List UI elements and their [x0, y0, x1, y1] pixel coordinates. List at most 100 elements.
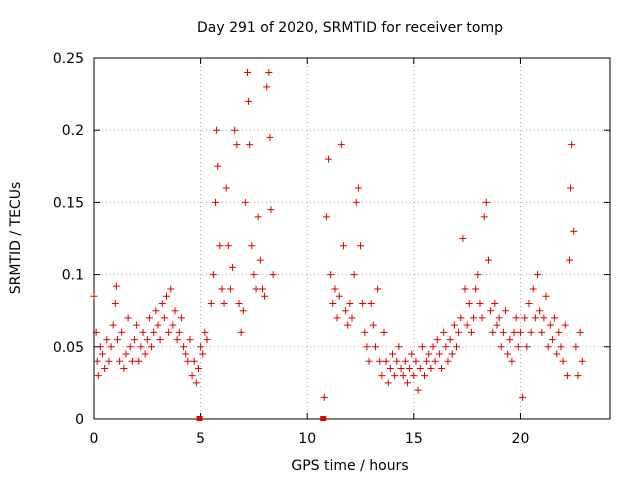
data-point: [380, 328, 388, 336]
data-point: [201, 328, 209, 336]
data-point: [403, 379, 411, 387]
data-point: [525, 299, 533, 307]
data-point: [450, 321, 458, 329]
data-point: [397, 364, 405, 372]
data-point: [357, 242, 365, 250]
data-point: [572, 343, 580, 351]
data-point: [459, 235, 467, 242]
data-point: [218, 285, 226, 293]
data-point: [534, 271, 542, 279]
data-point: [389, 350, 397, 358]
data-point: [536, 307, 544, 315]
x-tick-label: 15: [405, 431, 423, 447]
data-point: [105, 357, 113, 365]
data-point: [519, 393, 527, 401]
data-point: [540, 314, 548, 322]
data-point: [267, 206, 275, 214]
data-point: [92, 328, 100, 336]
data-point: [568, 141, 576, 149]
data-point: [523, 343, 531, 351]
data-point: [244, 68, 252, 76]
data-point: [420, 372, 428, 380]
data-point: [423, 357, 431, 365]
data-point: [548, 336, 556, 344]
data-point: [497, 343, 505, 351]
data-point: [197, 343, 205, 351]
data-point: [333, 314, 341, 322]
data-point: [516, 328, 524, 336]
y-tick-labels: 0 0.05 0.1 0.15 0.2 0.25: [53, 51, 84, 428]
data-point: [254, 213, 262, 221]
data-point: [128, 357, 136, 365]
data-point: [455, 328, 463, 336]
data-point: [116, 357, 124, 365]
plot-frame: [93, 57, 611, 420]
data-point: [261, 292, 269, 300]
data-point: [557, 343, 565, 351]
x-tick-label: 5: [196, 431, 205, 447]
data-point: [109, 321, 117, 329]
data-point: [252, 285, 260, 293]
data-point: [111, 299, 119, 307]
data-point: [248, 242, 256, 250]
axis-ticks: [93, 57, 610, 420]
data-point: [339, 242, 347, 250]
data-point: [120, 364, 128, 372]
data-point: [192, 379, 200, 387]
data-point: [143, 336, 151, 344]
x-axis-label: GPS time / hours: [291, 458, 408, 474]
data-point: [429, 343, 437, 351]
data-point: [576, 328, 584, 336]
data-point: [499, 328, 507, 336]
data-point: [224, 242, 232, 250]
data-point: [551, 314, 559, 322]
y-tick-label: 0.2: [62, 123, 84, 139]
data-point: [150, 328, 158, 336]
x-tick-label: 10: [298, 431, 316, 447]
data-point: [371, 343, 379, 351]
data-point: [167, 285, 175, 293]
data-point: [361, 328, 369, 336]
data-point: [510, 328, 518, 336]
data-point: [327, 271, 335, 279]
data-point: [467, 328, 475, 336]
data-point: [209, 271, 217, 279]
data-point: [493, 321, 501, 329]
data-point: [112, 282, 120, 290]
data-point: [448, 350, 456, 358]
data-point: [322, 213, 330, 221]
data-point: [241, 198, 249, 206]
data-point: [139, 328, 147, 336]
data-point: [570, 227, 578, 235]
data-point: [484, 256, 492, 264]
data-point: [320, 393, 328, 401]
data-point: [574, 372, 582, 380]
data-point: [559, 357, 567, 365]
data-point: [90, 292, 98, 300]
data-point: [96, 343, 104, 351]
data-point: [478, 314, 486, 322]
data-point: [384, 379, 392, 387]
data-point: [169, 321, 177, 329]
data-point: [359, 299, 367, 307]
data-point: [376, 357, 384, 365]
data-point: [239, 307, 247, 315]
data-point: [491, 299, 499, 307]
data-point: [527, 328, 535, 336]
data-point: [118, 328, 126, 336]
data-point: [476, 299, 484, 307]
data-point: [350, 271, 358, 279]
data-point: [578, 357, 586, 365]
data-point: [418, 343, 426, 351]
data-points: [90, 68, 586, 421]
data-point: [156, 336, 164, 344]
data-point: [258, 285, 266, 293]
data-point: [457, 314, 465, 322]
data-point: [414, 386, 422, 394]
data-point: [160, 314, 168, 322]
data-point: [352, 198, 360, 206]
data-point: [214, 162, 222, 170]
data-point: [395, 343, 403, 351]
data-point: [427, 364, 435, 372]
data-point: [212, 198, 220, 206]
